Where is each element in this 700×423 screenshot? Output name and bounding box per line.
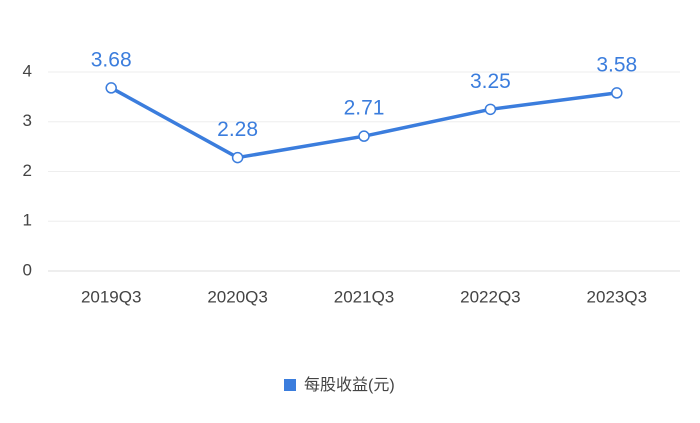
point: [358, 130, 370, 142]
y-tick-label: 4: [23, 61, 32, 80]
point: [105, 82, 117, 94]
value-label: 2.71: [344, 97, 385, 120]
x-tick-label: 2021Q3: [334, 287, 395, 306]
value-label: 2.28: [217, 118, 258, 141]
y-tick-label: 2: [23, 161, 32, 180]
value-label: 3.58: [596, 53, 637, 76]
value-label: 3.25: [470, 70, 511, 93]
y-tick-label: 3: [23, 111, 32, 130]
value-label: 3.68: [91, 48, 132, 71]
point: [231, 151, 244, 164]
x-tick-label: 2020Q3: [207, 287, 268, 306]
x-tick-label: 2019Q3: [81, 287, 142, 306]
y-tick-label: 0: [23, 260, 32, 279]
point: [484, 103, 497, 116]
point: [611, 87, 623, 99]
legend-swatch: [284, 379, 296, 391]
legend-label: 每股收益(元): [304, 376, 395, 394]
y-tick-label: 1: [23, 211, 32, 230]
x-tick-label: 2023Q3: [587, 287, 648, 306]
x-tick-label: 2022Q3: [460, 287, 521, 306]
